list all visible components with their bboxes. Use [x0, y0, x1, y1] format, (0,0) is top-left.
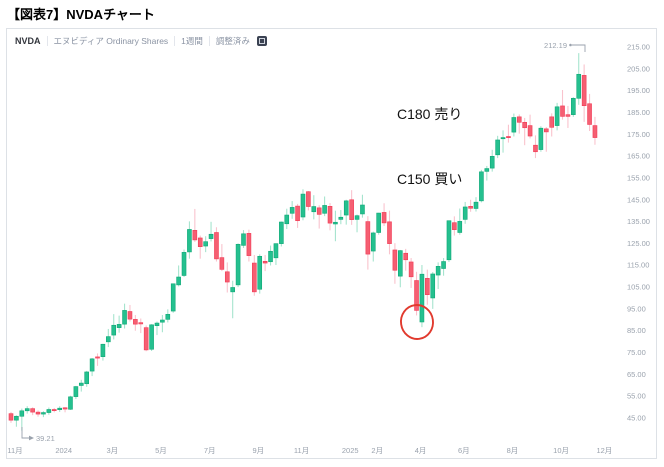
- chart-logo-icon[interactable]: [256, 36, 267, 46]
- symbol-label[interactable]: NVDA: [15, 36, 41, 46]
- annotation-sell: C180 売り: [397, 106, 463, 122]
- chart-widget-header: NVDA エヌビディア Ordinary Shares 1週間 調整済み: [15, 34, 267, 48]
- header-divider: [174, 36, 176, 46]
- header-divider: [208, 36, 210, 46]
- header-divider: [46, 36, 48, 46]
- chart-widget: NVDA エヌビディア Ordinary Shares 1週間 調整済み: [6, 28, 657, 459]
- adjustment-selector[interactable]: 調整済み: [215, 36, 250, 46]
- annotation-buy: C150 買い: [397, 171, 463, 187]
- security-name-label[interactable]: エヌビディア Ordinary Shares: [53, 36, 169, 46]
- page-title: 【図表7】NVDAチャート: [7, 7, 155, 22]
- interval-selector[interactable]: 1週間: [181, 36, 203, 46]
